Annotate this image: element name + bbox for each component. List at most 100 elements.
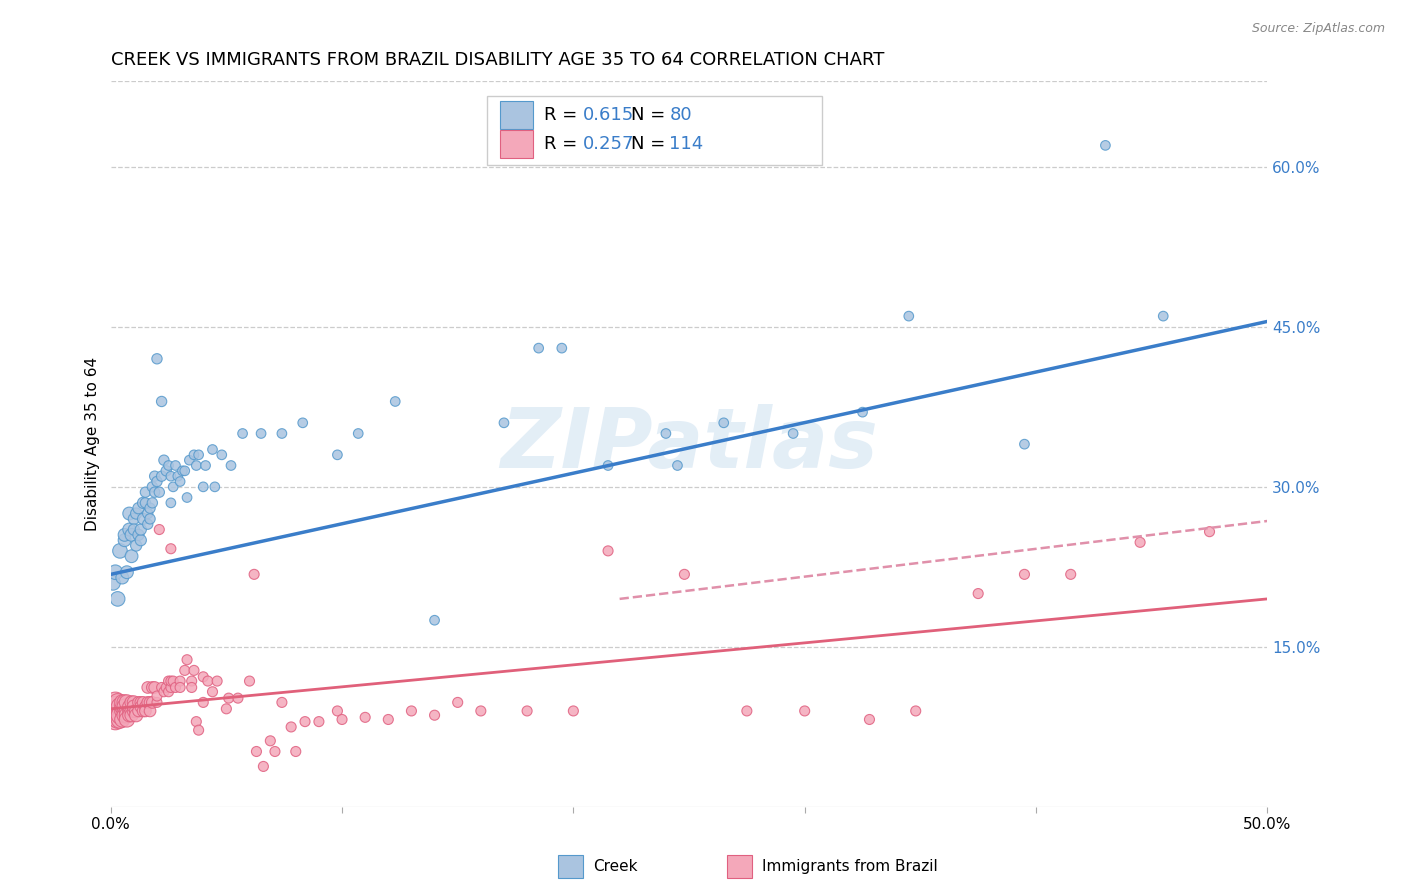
- Point: [1198, 524, 1220, 539]
- Point: [180, 681, 202, 695]
- Point: [259, 734, 281, 748]
- Point: [291, 416, 314, 430]
- Point: [280, 720, 302, 734]
- Point: [904, 704, 927, 718]
- Point: [1014, 437, 1036, 451]
- Point: [655, 426, 678, 441]
- Point: [139, 512, 162, 526]
- Point: [169, 681, 191, 695]
- Text: 0.257: 0.257: [582, 135, 634, 153]
- Point: [967, 586, 990, 600]
- Point: [121, 704, 143, 718]
- Point: [107, 708, 129, 723]
- Point: [108, 713, 131, 727]
- Point: [101, 706, 124, 720]
- Point: [114, 699, 136, 714]
- Point: [516, 704, 538, 718]
- Point: [201, 442, 224, 457]
- Point: [264, 744, 287, 758]
- Point: [157, 674, 180, 689]
- Point: [243, 567, 266, 582]
- Point: [153, 684, 176, 698]
- Point: [146, 695, 169, 709]
- Point: [101, 704, 124, 718]
- Point: [134, 699, 156, 714]
- Point: [226, 691, 249, 706]
- Point: [851, 405, 873, 419]
- Point: [150, 394, 173, 409]
- Point: [215, 702, 238, 716]
- Point: [596, 458, 619, 473]
- Point: [326, 448, 349, 462]
- Point: [115, 695, 138, 709]
- Point: [122, 695, 145, 709]
- Point: [157, 684, 180, 698]
- Point: [111, 570, 134, 584]
- Point: [114, 704, 136, 718]
- Point: [125, 704, 148, 718]
- Point: [157, 458, 180, 473]
- Point: [132, 704, 155, 718]
- Text: N =: N =: [631, 135, 671, 153]
- Point: [1129, 535, 1152, 549]
- Point: [858, 713, 880, 727]
- Point: [104, 695, 127, 709]
- Point: [270, 695, 292, 709]
- Point: [111, 713, 134, 727]
- Point: [114, 695, 136, 709]
- Point: [713, 416, 735, 430]
- Point: [129, 533, 152, 548]
- Point: [470, 704, 492, 718]
- Point: [238, 674, 260, 689]
- Point: [204, 480, 226, 494]
- Point: [211, 448, 233, 462]
- Point: [187, 448, 209, 462]
- Point: [193, 670, 215, 684]
- Text: 80: 80: [669, 106, 692, 124]
- Point: [141, 681, 163, 695]
- Point: [347, 426, 370, 441]
- Point: [1014, 567, 1036, 582]
- Point: [121, 708, 143, 723]
- Point: [155, 681, 177, 695]
- Text: 0.615: 0.615: [582, 106, 634, 124]
- Point: [104, 702, 127, 716]
- Point: [143, 469, 166, 483]
- Point: [160, 469, 183, 483]
- Point: [127, 501, 149, 516]
- Point: [1060, 567, 1083, 582]
- Point: [139, 704, 162, 718]
- Point: [354, 710, 377, 724]
- Point: [330, 713, 353, 727]
- Point: [127, 528, 149, 542]
- Point: [118, 523, 141, 537]
- Point: [562, 704, 585, 718]
- Point: [176, 653, 198, 667]
- Point: [118, 699, 141, 714]
- Text: CREEK VS IMMIGRANTS FROM BRAZIL DISABILITY AGE 35 TO 64 CORRELATION CHART: CREEK VS IMMIGRANTS FROM BRAZIL DISABILI…: [111, 51, 884, 69]
- Point: [250, 426, 273, 441]
- Point: [169, 475, 191, 489]
- Point: [186, 714, 208, 729]
- Point: [125, 539, 148, 553]
- Point: [146, 475, 169, 489]
- Point: [401, 704, 423, 718]
- Point: [232, 426, 254, 441]
- FancyBboxPatch shape: [486, 95, 823, 165]
- Point: [118, 507, 141, 521]
- Point: [150, 469, 173, 483]
- Point: [101, 575, 124, 590]
- Point: [121, 549, 143, 564]
- Point: [129, 695, 152, 709]
- Point: [326, 704, 349, 718]
- Point: [153, 453, 176, 467]
- Point: [129, 699, 152, 714]
- Point: [186, 458, 208, 473]
- Point: [179, 453, 201, 467]
- Point: [139, 695, 162, 709]
- Point: [127, 704, 149, 718]
- Point: [284, 744, 307, 758]
- Point: [793, 704, 815, 718]
- Point: [118, 704, 141, 718]
- Point: [104, 566, 127, 580]
